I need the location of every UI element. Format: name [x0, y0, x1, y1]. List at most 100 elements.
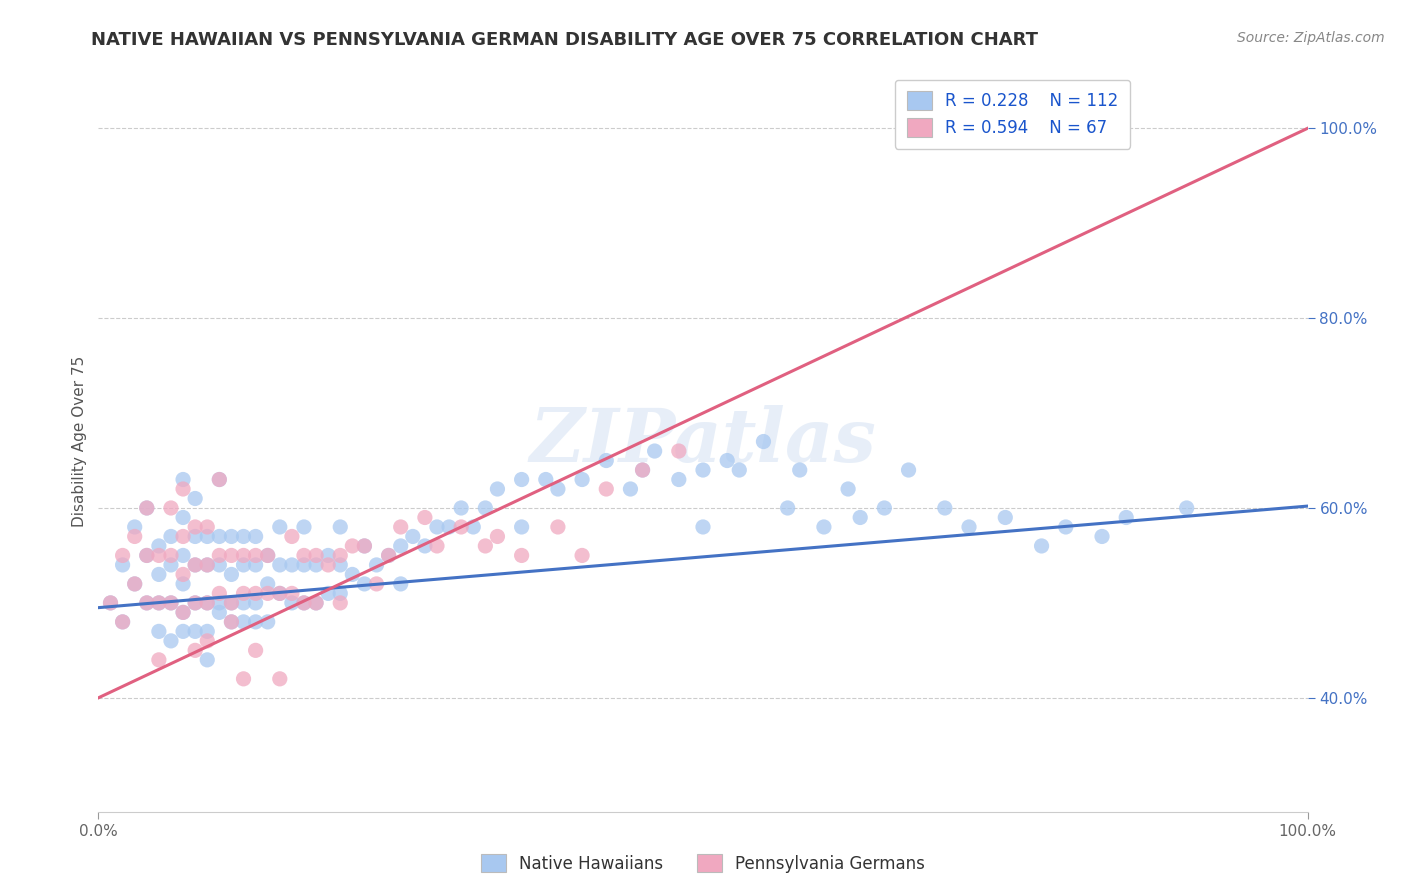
Point — [245, 558, 267, 572]
Point — [595, 453, 617, 467]
Point — [221, 615, 243, 629]
Point — [752, 434, 775, 449]
Point — [160, 529, 183, 543]
Point — [160, 558, 183, 572]
Point — [305, 558, 328, 572]
Point — [195, 624, 218, 639]
Point — [135, 596, 157, 610]
Point — [366, 577, 388, 591]
Point — [329, 586, 352, 600]
Point — [184, 529, 207, 543]
Point — [316, 549, 339, 563]
Point — [269, 520, 291, 534]
Point — [595, 482, 617, 496]
Point — [195, 596, 218, 610]
Point — [124, 577, 146, 591]
Point — [172, 624, 194, 639]
Point — [849, 510, 872, 524]
Point — [305, 596, 328, 610]
Point — [221, 615, 243, 629]
Point — [353, 577, 375, 591]
Point — [510, 520, 533, 534]
Y-axis label: Disability Age Over 75: Disability Age Over 75 — [72, 356, 87, 527]
Point — [232, 529, 254, 543]
Point — [256, 586, 278, 600]
Point — [668, 444, 690, 458]
Text: NATIVE HAWAIIAN VS PENNSYLVANIA GERMAN DISABILITY AGE OVER 75 CORRELATION CHART: NATIVE HAWAIIAN VS PENNSYLVANIA GERMAN D… — [91, 31, 1039, 49]
Point — [195, 558, 218, 572]
Point — [292, 558, 315, 572]
Point — [776, 500, 799, 515]
Point — [402, 529, 425, 543]
Point — [221, 596, 243, 610]
Point — [124, 520, 146, 534]
Point — [100, 596, 122, 610]
Point — [148, 539, 170, 553]
Point — [329, 558, 352, 572]
Point — [316, 558, 339, 572]
Point — [389, 577, 412, 591]
Point — [245, 643, 267, 657]
Point — [148, 549, 170, 563]
Point — [292, 549, 315, 563]
Point — [728, 463, 751, 477]
Point — [316, 586, 339, 600]
Point — [160, 596, 183, 610]
Point — [413, 510, 436, 524]
Point — [269, 672, 291, 686]
Point — [305, 549, 328, 563]
Point — [208, 549, 231, 563]
Point — [232, 596, 254, 610]
Point — [172, 529, 194, 543]
Point — [232, 672, 254, 686]
Point — [631, 463, 654, 477]
Point — [124, 577, 146, 591]
Point — [100, 596, 122, 610]
Point — [897, 463, 920, 477]
Point — [571, 549, 593, 563]
Point — [148, 653, 170, 667]
Point — [547, 482, 569, 496]
Point — [256, 549, 278, 563]
Point — [377, 549, 399, 563]
Point — [221, 567, 243, 582]
Point — [789, 463, 811, 477]
Point — [172, 577, 194, 591]
Point — [195, 596, 218, 610]
Point — [510, 473, 533, 487]
Point — [994, 510, 1017, 524]
Legend: R = 0.228    N = 112, R = 0.594    N = 67: R = 0.228 N = 112, R = 0.594 N = 67 — [896, 79, 1130, 149]
Point — [256, 577, 278, 591]
Point — [934, 500, 956, 515]
Point — [111, 558, 134, 572]
Point — [148, 596, 170, 610]
Point — [837, 482, 859, 496]
Point — [329, 520, 352, 534]
Point — [957, 520, 980, 534]
Point — [245, 615, 267, 629]
Point — [184, 624, 207, 639]
Point — [281, 586, 304, 600]
Point — [269, 586, 291, 600]
Point — [135, 500, 157, 515]
Point — [172, 473, 194, 487]
Point — [813, 520, 835, 534]
Point — [668, 473, 690, 487]
Point — [172, 606, 194, 620]
Point — [547, 520, 569, 534]
Point — [172, 482, 194, 496]
Point — [184, 596, 207, 610]
Point — [208, 473, 231, 487]
Point — [184, 558, 207, 572]
Point — [148, 624, 170, 639]
Point — [111, 549, 134, 563]
Point — [172, 549, 194, 563]
Point — [172, 606, 194, 620]
Point — [1115, 510, 1137, 524]
Point — [160, 633, 183, 648]
Point — [292, 596, 315, 610]
Point — [329, 596, 352, 610]
Point — [426, 520, 449, 534]
Point — [245, 549, 267, 563]
Point — [135, 596, 157, 610]
